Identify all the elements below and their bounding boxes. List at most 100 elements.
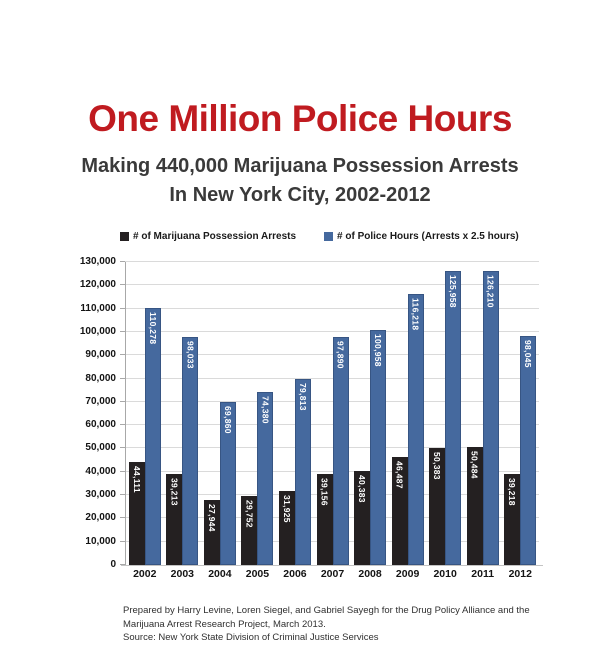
plot-area: 0 10,000 20,000 30,000 40,000 50,000 60,000 70,… [0, 256, 600, 570]
y-axis-line [125, 262, 126, 566]
bar-arrests-2004: 27,944 [203, 500, 220, 565]
y-axis-tick [120, 284, 125, 285]
legend-item-arrests: # of Marijuana Possession Arrests [120, 231, 296, 242]
gridline [125, 308, 539, 309]
bar-value-label: 27,944 [206, 504, 217, 532]
y-axis-tick-label: 10,000 [85, 536, 116, 547]
bar-value-label: 50,383 [432, 452, 443, 480]
x-axis-label-2004: 2004 [208, 568, 232, 580]
bar-hours-2006: 79,813 [294, 379, 311, 565]
bar-group-2010: 50,383 125,958 [426, 262, 464, 565]
y-axis-tick [120, 424, 125, 425]
gridline [125, 471, 539, 472]
bar-value-label: 29,752 [244, 500, 255, 528]
bar-hours-2003: 98,033 [182, 337, 199, 565]
bar-value-label: 79,813 [297, 383, 308, 411]
y-axis-tick-label: 60,000 [85, 419, 116, 430]
bar-group-2012: 39,218 98,045 [501, 262, 539, 565]
chart-title: One Million Police Hours [88, 98, 512, 139]
bar-hours-2007: 97,890 [332, 337, 349, 565]
bar-value-label: 100,958 [373, 334, 384, 367]
bar-value-label: 97,890 [335, 341, 346, 369]
bar-arrests-2011: 50,484 [466, 447, 483, 565]
bar-groups: 44,111 110,278 39,213 98,033 27,944 69,860 29,… [126, 262, 539, 565]
x-axis-label-2009: 2009 [395, 568, 420, 580]
y-axis-tick-label: 90,000 [85, 349, 116, 360]
y-axis-tick-label: 130,000 [79, 256, 116, 267]
bar-arrests-2007: 39,156 [316, 474, 333, 565]
bar-value-label: 125,958 [448, 275, 459, 308]
bar-hours-2012: 98,045 [520, 336, 537, 565]
chart-legend: # of Marijuana Possession Arrests # of Po… [120, 231, 540, 242]
y-axis-tick-label: 50,000 [85, 442, 116, 453]
bar-hours-2002: 110,278 [144, 308, 161, 565]
bar-arrests-2006: 31,925 [278, 491, 295, 565]
bar-hours-2005: 74,380 [257, 392, 274, 565]
y-axis-tick-label: 80,000 [85, 373, 116, 384]
gridline [125, 331, 539, 332]
y-axis-tick [120, 401, 125, 402]
x-axis-line [121, 565, 543, 566]
bar-arrests-2002: 44,111 [128, 462, 145, 565]
bar-arrests-2003: 39,213 [166, 474, 183, 565]
bar-value-label: 46,487 [394, 461, 405, 489]
legend-label: # of Police Hours (Arrests x 2.5 hours) [337, 231, 519, 242]
y-axis-tick-label: 100,000 [79, 326, 116, 337]
x-axis-label-2008: 2008 [358, 568, 382, 580]
x-axis-label-2010: 2010 [433, 568, 457, 580]
bar-arrests-2012: 39,218 [504, 474, 521, 565]
bar-group-2011: 50,484 126,210 [464, 262, 502, 565]
x-axis-label-2002: 2002 [133, 568, 157, 580]
y-axis-tick-label: 120,000 [79, 279, 116, 290]
bar-value-label: 98,045 [523, 340, 534, 368]
y-axis-tick [120, 261, 125, 262]
bar-value-label: 50,484 [469, 451, 480, 479]
bar-value-label: 98,033 [185, 341, 196, 369]
bar-group-2003: 39,213 98,033 [164, 262, 202, 565]
bar-value-label: 74,380 [260, 396, 271, 424]
y-axis-tick-label: 30,000 [85, 489, 116, 500]
bar-arrests-2010: 50,383 [429, 448, 446, 565]
x-axis-label-2011: 2011 [471, 568, 495, 580]
bar-value-label: 39,213 [169, 478, 180, 506]
bar-value-label: 116,218 [410, 298, 421, 331]
x-axis-labels: 2002 2003 2004 2005 2006 2007 2008 2009 2010 2011… [126, 568, 539, 580]
bar-value-label: 40,383 [357, 475, 368, 503]
gridline [125, 401, 539, 402]
gridline [125, 447, 539, 448]
y-axis-tick [120, 447, 125, 448]
bar-hours-2011: 126,210 [482, 271, 499, 565]
bar-group-2007: 39,156 97,890 [314, 262, 352, 565]
gridline [125, 354, 539, 355]
bar-group-2006: 31,925 79,813 [276, 262, 314, 565]
y-axis-tick-label: 70,000 [85, 396, 116, 407]
y-axis-tick-label: 0 [110, 559, 116, 570]
subtitle-line-2: In New York City, 2002-2012 [169, 184, 431, 206]
y-axis-tick [120, 564, 125, 565]
bar-group-2004: 27,944 69,860 [201, 262, 239, 565]
bar-hours-2004: 69,860 [219, 402, 236, 565]
subtitle-line-1: Making 440,000 Marijuana Possession Arre… [81, 155, 519, 177]
x-axis-label-2006: 2006 [283, 568, 307, 580]
footer-line-3: Source: New York State Division of Crimi… [123, 632, 379, 643]
y-axis-tick [120, 308, 125, 309]
y-axis-tick-label: 20,000 [85, 512, 116, 523]
footer-credits: Prepared by Harry Levine, Loren Siegel, … [123, 604, 563, 645]
bar-value-label: 44,111 [131, 466, 142, 493]
legend-swatch-icon [324, 232, 334, 241]
bar-group-2008: 40,383 100,958 [351, 262, 389, 565]
y-axis-tick [120, 331, 125, 332]
bar-value-label: 69,860 [222, 406, 233, 434]
bar-arrests-2008: 40,383 [354, 471, 371, 565]
y-axis-tick [120, 471, 125, 472]
bar-group-2002: 44,111 110,278 [126, 262, 164, 565]
y-axis-tick [120, 517, 125, 518]
y-axis-tick [120, 378, 125, 379]
legend-swatch-icon [120, 232, 129, 241]
bar-group-2005: 29,752 74,380 [239, 262, 277, 565]
x-axis-label-2003: 2003 [170, 568, 194, 580]
y-axis-tick-label: 40,000 [85, 466, 116, 477]
bar-value-label: 31,925 [281, 495, 292, 523]
x-axis-label-2005: 2005 [245, 568, 270, 580]
footer-line-2: Marijuana Arrest Research Project, March… [123, 618, 326, 630]
